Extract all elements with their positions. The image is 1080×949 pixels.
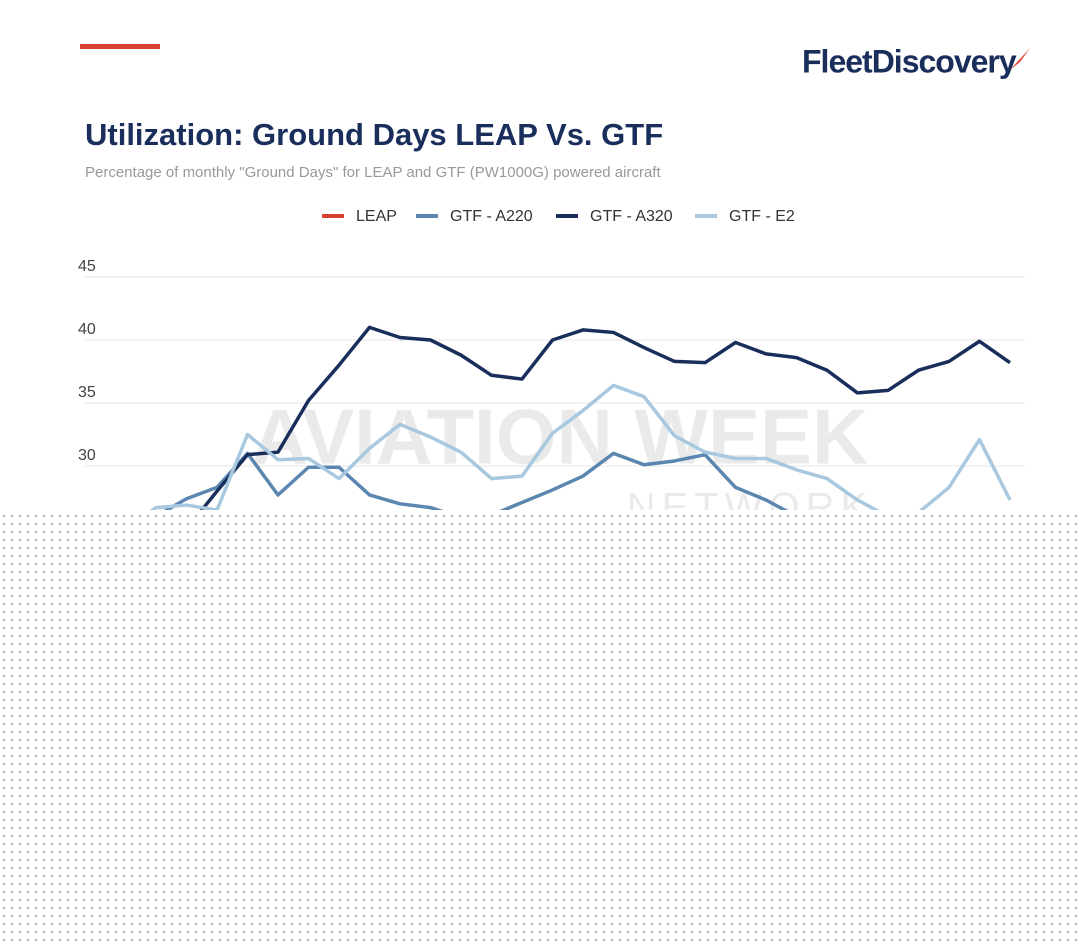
brand-logo: FleetDiscovery: [802, 43, 1017, 79]
legend-label: GTF - A220: [450, 208, 533, 225]
logo-swoosh: [1010, 48, 1030, 70]
watermark: AVIATION WEEK: [252, 393, 869, 481]
accent-bar: [80, 44, 160, 49]
chart-title: Utilization: Ground Days LEAP Vs. GTF: [85, 117, 663, 152]
chart-subtitle: Percentage of monthly "Ground Days" for …: [85, 164, 661, 181]
line-series: [95, 325, 1012, 569]
dotted-overlay: [0, 510, 1080, 944]
y-tick-label: 30: [78, 447, 96, 464]
legend-label: LEAP: [356, 208, 397, 225]
y-tick-label: 45: [78, 258, 96, 275]
legend-label: GTF - A320: [590, 208, 673, 225]
legend-label: GTF - E2: [729, 208, 795, 225]
legend: LEAP GTF - A220 GTF - A320 GTF - E2: [322, 208, 795, 225]
y-tick-label: 35: [78, 384, 96, 401]
y-tick-label: 40: [78, 321, 96, 338]
line-series: [94, 383, 1012, 544]
